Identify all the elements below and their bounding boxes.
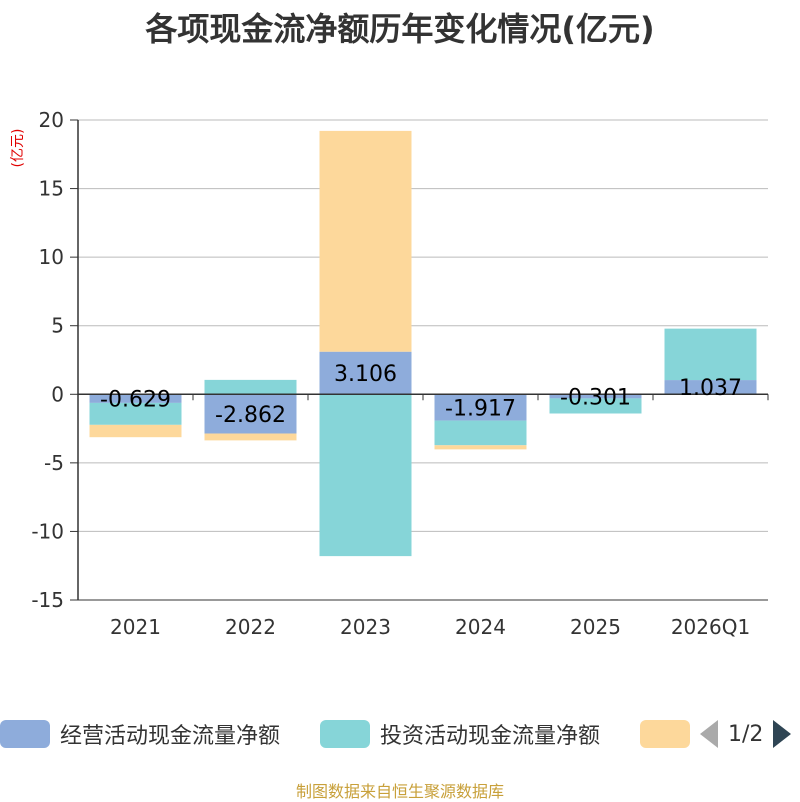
legend: 经营活动现金流量净额 投资活动现金流量净额 [0,716,800,756]
labels: 20 15 10 5 0 -5 -10 -15 -0.629 -2.862 3.106 -1.917 -… [10,108,750,639]
bar-2-2024 [434,445,527,450]
data-label: 1.037 [679,376,742,401]
data-label: -2.862 [215,403,286,428]
legend-swatch [640,720,690,748]
legend-label: 经营活动现金流量净额 [60,724,281,749]
data-label: 3.106 [334,362,397,387]
y-tick-label: -5 [44,451,64,475]
data-label: -0.301 [560,385,631,410]
y-tick-label: 10 [39,245,64,269]
bar-0-2025 [549,394,642,399]
chart-title: 各项现金流净额历年变化情况(亿元) [145,10,655,48]
x-tick-label: 2026Q1 [671,615,750,639]
legend-swatch [320,720,370,748]
bar-2-2021 [89,424,182,438]
bar-2-2023 [319,130,412,352]
bar-1-2021 [89,402,182,425]
bar-0-2022 [204,394,297,434]
bar-2-2022 [204,433,297,441]
legend-item-0[interactable]: 经营活动现金流量净额 [0,716,280,752]
bar-0-2023 [319,351,412,395]
x-tick-label: 2022 [225,615,276,639]
legend-pager: 1/2 [700,716,792,752]
y-tick-label: 5 [51,314,64,338]
x-tick-label: 2023 [340,615,391,639]
pager-text: 1/2 [728,721,764,747]
data-label: -1.917 [445,396,516,421]
pager-next-icon[interactable] [773,720,792,748]
legend-item-2[interactable] [640,716,690,752]
y-tick-label: -15 [31,588,64,612]
y-tick-label: -10 [31,519,64,543]
bars [89,130,757,557]
bar-1-2024 [434,420,527,446]
bar-1-2022 [204,379,297,395]
source-note: 制图数据来自恒生聚源数据库 [295,782,504,801]
y-axis-unit-label: (亿元) [10,129,26,168]
x-tick-label: 2024 [455,615,506,639]
legend-label: 投资活动现金流量净额 [380,724,601,749]
x-tick-label: 2021 [110,615,161,639]
y-tick-label: 20 [39,108,64,132]
bar-0-2024 [434,394,527,421]
y-tick-label: 15 [39,177,64,201]
y-tick-label: 0 [51,382,64,406]
bar-1-2023 [319,394,412,557]
pager-prev-icon[interactable] [700,720,718,748]
legend-item-1[interactable]: 投资活动现金流量净额 [320,716,600,752]
bar-0-2021 [89,394,182,403]
data-label: -0.629 [100,388,171,413]
bar-0-2026Q1 [664,380,757,395]
x-tick-label: 2025 [570,615,621,639]
bar-1-2026Q1 [664,328,757,381]
legend-swatch [0,720,50,748]
bar-1-2025 [549,398,642,414]
chart-plot: 20 15 10 5 0 -5 -10 -15 -0.629 -2.862 3.106 -1.917 -… [10,108,769,639]
axes [70,119,769,601]
